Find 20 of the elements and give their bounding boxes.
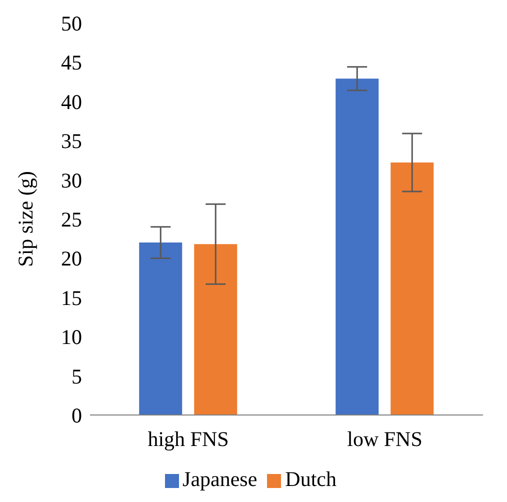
bar <box>336 78 379 415</box>
legend-label: Japanese <box>182 467 258 491</box>
y-tick-label: 25 <box>61 207 82 232</box>
bar <box>390 162 434 415</box>
y-tick-label: 0 <box>72 403 82 428</box>
y-tick-label: 10 <box>61 325 82 350</box>
y-tick-label: 20 <box>61 246 82 271</box>
y-tick-label: 45 <box>61 50 82 75</box>
y-tick-label: 35 <box>61 129 82 154</box>
bar <box>139 242 182 415</box>
y-tick-label: 30 <box>61 168 82 192</box>
y-tick-label: 50 <box>61 11 82 36</box>
y-tick-label: 40 <box>61 90 82 114</box>
y-tick-label: 15 <box>61 286 82 310</box>
x-tick-label: high FNS <box>148 426 229 451</box>
bar <box>194 244 238 415</box>
y-axis-title: Sip size (g) <box>13 171 38 267</box>
y-tick-label: 5 <box>72 364 82 388</box>
legend-label: Dutch <box>285 467 336 491</box>
x-tick-label: low FNS <box>347 426 422 451</box>
